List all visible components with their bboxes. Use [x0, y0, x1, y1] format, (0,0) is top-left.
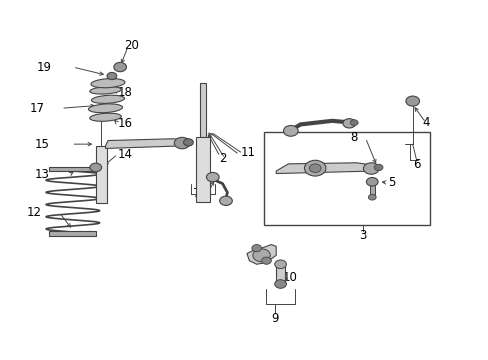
- Bar: [49, 231, 96, 235]
- Text: 4: 4: [421, 116, 429, 129]
- Text: 6: 6: [412, 158, 420, 171]
- Ellipse shape: [90, 113, 121, 121]
- Circle shape: [363, 163, 378, 174]
- Circle shape: [183, 139, 193, 146]
- Text: 13: 13: [35, 168, 49, 181]
- Circle shape: [349, 120, 357, 126]
- Circle shape: [114, 62, 126, 72]
- Circle shape: [274, 260, 286, 269]
- Circle shape: [405, 96, 419, 106]
- Text: 11: 11: [240, 145, 255, 158]
- Circle shape: [373, 164, 382, 171]
- Circle shape: [342, 119, 355, 128]
- Ellipse shape: [91, 78, 125, 88]
- Text: 20: 20: [123, 39, 139, 52]
- Circle shape: [252, 249, 270, 262]
- Text: 19: 19: [37, 60, 52, 73]
- Text: 7: 7: [193, 187, 200, 200]
- Circle shape: [367, 194, 375, 200]
- Circle shape: [261, 257, 271, 264]
- Circle shape: [174, 137, 189, 149]
- Circle shape: [251, 244, 261, 252]
- Text: 15: 15: [35, 138, 49, 150]
- Text: 10: 10: [283, 271, 297, 284]
- Circle shape: [206, 172, 219, 182]
- Text: 8: 8: [350, 131, 357, 144]
- Text: 9: 9: [270, 311, 278, 325]
- Text: 5: 5: [387, 176, 395, 189]
- Text: 18: 18: [118, 86, 132, 99]
- Ellipse shape: [90, 87, 121, 94]
- Text: 3: 3: [358, 229, 366, 242]
- Circle shape: [274, 280, 286, 288]
- Circle shape: [309, 164, 321, 172]
- Bar: [49, 167, 96, 171]
- Text: 17: 17: [29, 102, 44, 115]
- Bar: [96, 146, 106, 203]
- Polygon shape: [105, 139, 183, 148]
- Text: 16: 16: [118, 117, 132, 130]
- Bar: [369, 182, 374, 196]
- Text: 1: 1: [202, 190, 209, 203]
- Circle shape: [219, 196, 232, 206]
- Text: 14: 14: [118, 148, 132, 161]
- Circle shape: [366, 177, 377, 186]
- Circle shape: [90, 163, 102, 172]
- Bar: [276, 264, 285, 284]
- Circle shape: [107, 72, 117, 80]
- Circle shape: [283, 126, 298, 136]
- Polygon shape: [276, 163, 375, 174]
- Ellipse shape: [88, 104, 122, 113]
- Polygon shape: [246, 244, 276, 264]
- Text: 12: 12: [27, 206, 42, 219]
- Ellipse shape: [91, 95, 124, 103]
- Bar: [200, 83, 205, 137]
- Circle shape: [304, 160, 325, 176]
- Bar: [195, 137, 210, 202]
- Text: 2: 2: [219, 152, 226, 165]
